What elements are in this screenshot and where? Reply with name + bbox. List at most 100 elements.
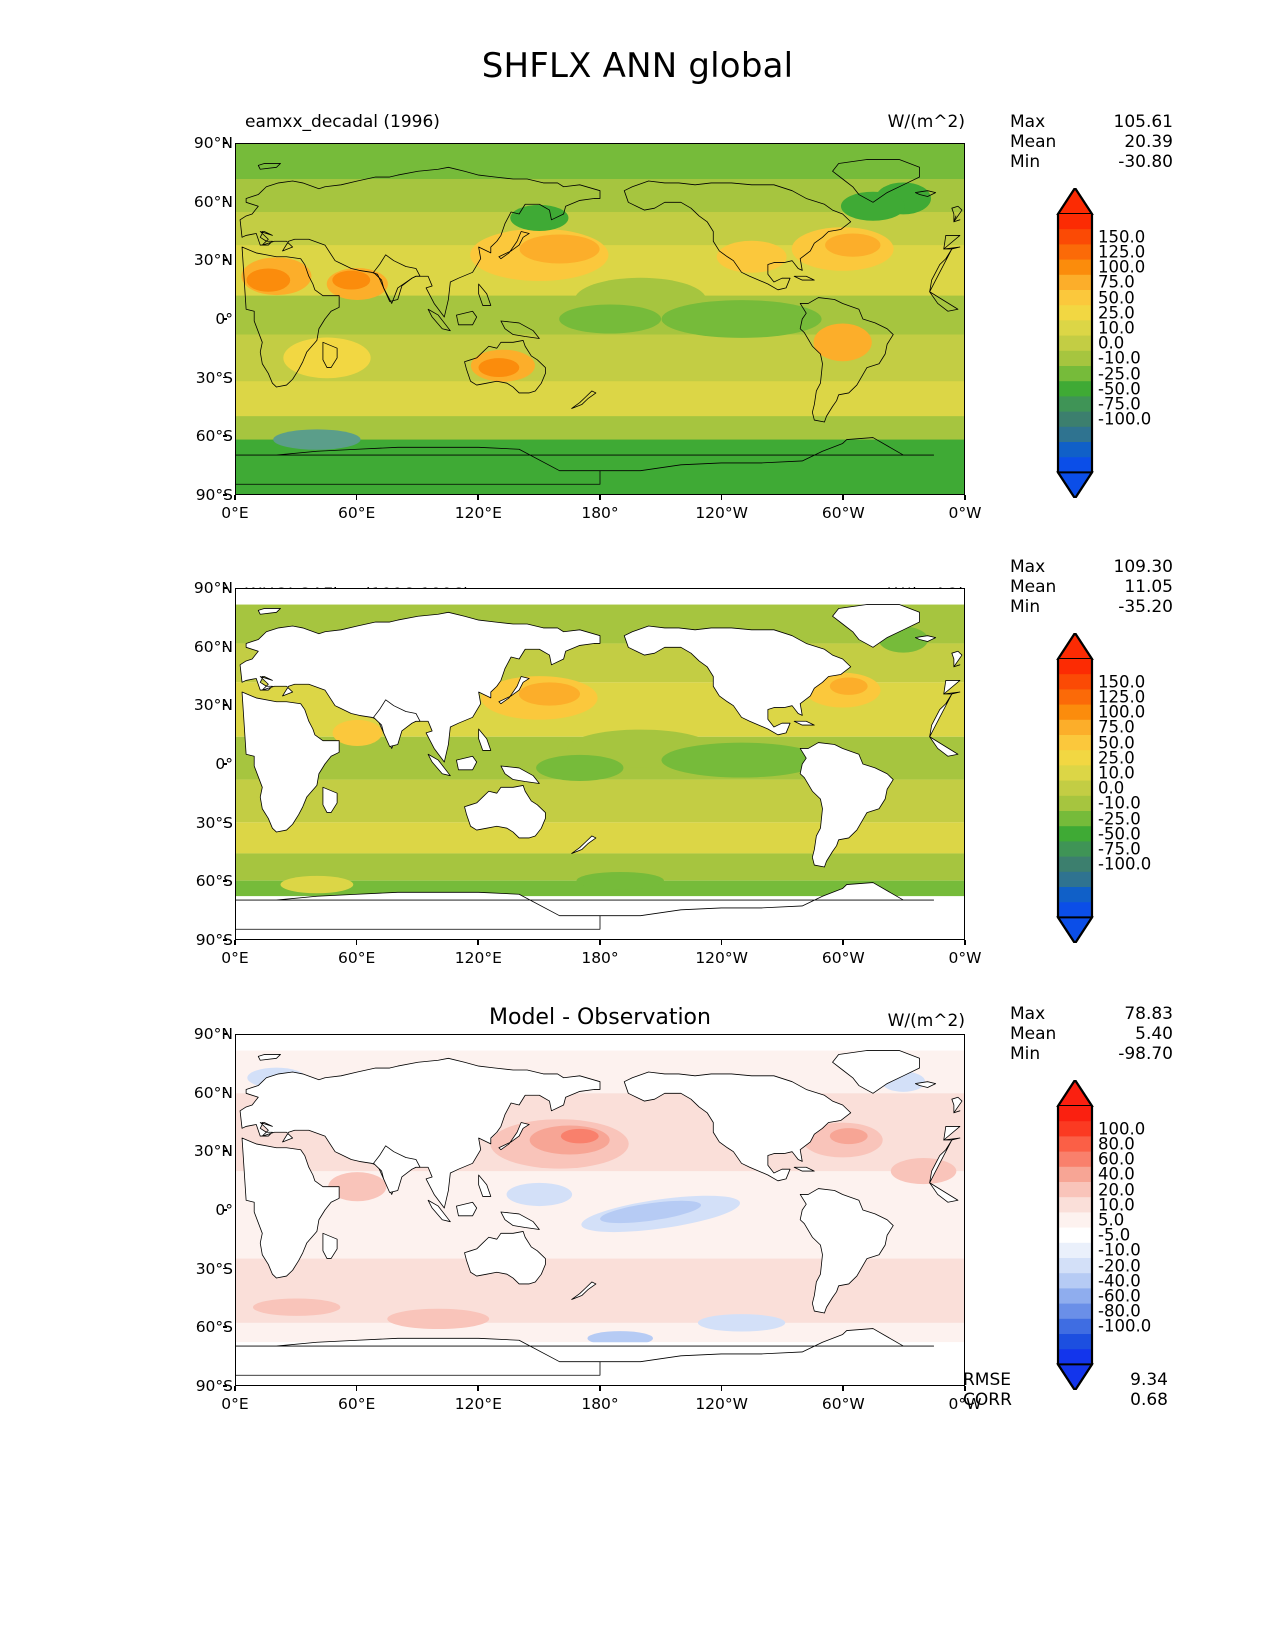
stat-row: Min -30.80 [1010,152,1173,172]
metric-row: CORR 0.68 [963,1390,1168,1410]
stat-row: Mean 20.39 [1010,132,1173,152]
colorbar-observation: 150.0 125.0 100.0 75.0 50.0 25.0 10.0 0.0 -10.0-… [1012,633,1152,944]
stat-row: Min -98.70 [1010,1044,1173,1064]
stat-value: 109.30 [1113,557,1173,577]
xtick-label: 120°E [454,949,502,967]
map-difference[interactable] [235,1034,965,1386]
ytick-label: 30°N [193,696,233,715]
colorbar-tick-label: -10.0 [1098,348,1141,368]
ytick-label: 60°N [193,1083,233,1102]
ytick-mark [223,645,227,648]
stat-row: Max 78.83 [1010,1004,1173,1024]
metric-key: RMSE [963,1370,1012,1390]
panel-model-label: eamxx_decadal (1996) [245,112,440,132]
xtick-mark [355,1386,358,1391]
ytick-mark [223,1033,227,1035]
xtick-mark [477,940,479,945]
colorbar-tick-label: 75.0 [1098,717,1135,737]
colorbar-tick-label: 100.0 [1098,702,1146,722]
colorbar-tick-label: 125.0 [1098,687,1146,707]
stat-row: Max 109.30 [1010,557,1173,577]
colorbar-tick-label: 75.0 [1098,272,1135,292]
xtick-mark [234,1386,236,1391]
ytick-mark [223,939,227,941]
colorbar-tick-label: 150.0 [1098,672,1146,692]
ytick-mark [223,704,227,706]
colorbar-tick-label: 50.0 [1098,733,1135,753]
ytick-mark [223,200,227,203]
stat-value: 20.39 [1124,132,1173,152]
xtick-mark [720,940,723,945]
ytick-label: 30°S [195,813,233,832]
ytick-label: 30°N [193,1142,233,1161]
stat-row: Min -35.20 [1010,597,1173,617]
colorbar-tick-label: 10.0 [1098,1195,1135,1215]
xtick-mark [964,940,966,945]
ytick-mark [223,1267,227,1270]
colorbar-tick-label: 25.0 [1098,303,1135,323]
colorbar-tick-label: -50.0 [1098,379,1141,399]
xtick-mark [355,495,358,500]
colorbar-tick-label: -100.0 [1098,854,1152,874]
stat-row: Max 105.61 [1010,112,1173,132]
panel-difference-units: W/(m^2) [887,1011,965,1031]
ytick-label: 90°S [195,1377,233,1395]
ytick-mark [223,1385,227,1387]
colorbar-tick-label: -100.0 [1098,409,1152,429]
stat-key: Min [1010,152,1041,172]
xtick-label: 180° [581,504,619,522]
xtick-mark [720,495,723,500]
xtick-mark [842,495,844,500]
colorbar-tick-label: 25.0 [1098,748,1135,768]
colorbar-tick-label: -25.0 [1098,809,1141,829]
ytick-label: 90°N [193,134,233,152]
colorbar-tick-label: -80.0 [1098,1301,1141,1321]
metric-value: 0.68 [1130,1390,1168,1410]
colorbar-tick-label: 0.0 [1098,333,1125,353]
panel-model-units: W/(m^2) [887,112,965,132]
xaxis-difference: 0°E 60°E 120°E 180° 120°W 60°W 0°W [221,1386,981,1420]
xtick-label: 60°E [338,1395,376,1413]
colorbar-tick-label: -10.0 [1098,1240,1141,1260]
stat-key: Max [1010,557,1046,577]
colorbar-tick-label: 20.0 [1098,1180,1135,1200]
xtick-label: 60°W [821,949,865,967]
colorbar-tick-label: -25.0 [1098,364,1141,384]
ytick-mark [223,435,227,437]
colorbar-tick-label: 0.0 [1098,778,1125,798]
xtick-mark [599,1386,601,1391]
colorbar-tick-label: 100.0 [1098,1119,1146,1139]
ytick-mark [223,1209,227,1211]
metric-key: CORR [963,1390,1012,1410]
ytick-mark [223,1150,227,1152]
stats-observation: Max 109.30 Mean 11.05 Min -35.20 [1010,557,1173,617]
colorbar-tick-label: 100.0 [1098,257,1146,277]
xaxis-model: 0°E 60°E 120°E 180° 120°W 60°W 0°W [221,495,981,529]
ytick-mark [223,494,227,496]
colorbar-tick-label: -100.0 [1098,1316,1152,1336]
colorbar-tick-label: 40.0 [1098,1164,1135,1184]
stat-value: -30.80 [1118,152,1173,172]
ytick-mark [223,142,227,144]
xtick-label: 60°E [338,504,376,522]
yaxis-model: 90°N 60°N 30°N 0° 30°S 60°S 90°S [155,134,233,504]
stat-value: 11.05 [1124,577,1173,597]
colorbar-tick-label: -75.0 [1098,394,1141,414]
ytick-mark [223,376,227,379]
stat-value: -35.20 [1118,597,1173,617]
stats-difference: Max 78.83 Mean 5.40 Min -98.70 [1010,1004,1173,1064]
map-observation[interactable] [235,588,965,940]
xtick-label: 0°W [948,1395,982,1413]
xtick-mark [234,940,236,945]
stat-value: 78.83 [1124,1004,1173,1024]
stat-value: -98.70 [1118,1044,1173,1064]
xtick-label: 180° [581,1395,619,1413]
xtick-label: 60°E [338,949,376,967]
stat-key: Mean [1010,132,1057,152]
ytick-mark [223,318,227,320]
ytick-label: 60°S [195,872,233,891]
stat-row: Mean 5.40 [1010,1024,1173,1044]
ytick-mark [223,259,227,261]
map-model[interactable] [235,143,965,495]
colorbar-tick-label: 60.0 [1098,1149,1135,1169]
